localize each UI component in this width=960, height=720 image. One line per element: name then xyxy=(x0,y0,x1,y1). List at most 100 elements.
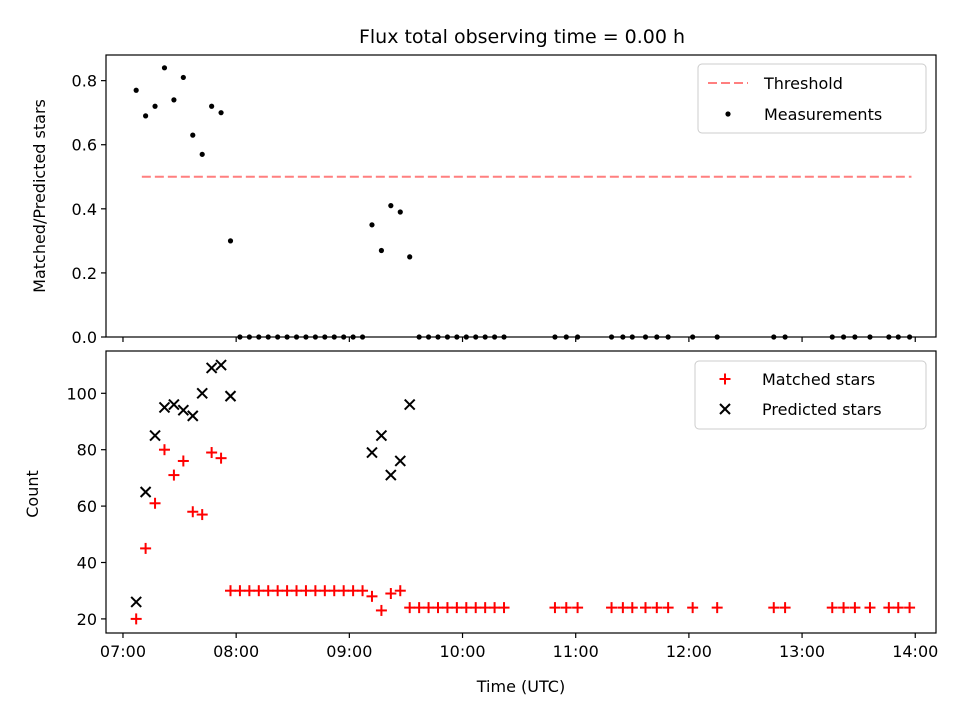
matched-star-point xyxy=(904,602,916,614)
y-tick-label: 0.6 xyxy=(72,136,97,155)
measurement-point xyxy=(152,103,158,109)
matched-star-point xyxy=(177,455,189,467)
matched-star-point xyxy=(838,602,850,614)
bottom-legend-box xyxy=(694,360,927,430)
predicted-star-point xyxy=(177,404,190,416)
predicted-star-point xyxy=(215,359,227,371)
y-tick-label: 100 xyxy=(66,384,97,403)
bottom-y-ticks: 20 40 60 80 100 xyxy=(66,384,106,629)
bottom-panel: 20 40 60 80 100 07:00 08:00 09:00 10:00 11:00 12:… xyxy=(23,350,938,696)
predicted-star-point xyxy=(149,429,161,442)
predicted-star-point xyxy=(224,390,237,402)
legend-predicted-label: Predicted stars xyxy=(762,400,882,419)
matched-star-point xyxy=(347,585,359,597)
matched-star-point xyxy=(272,585,284,597)
matched-star-point xyxy=(375,604,387,616)
matched-star-point xyxy=(243,585,255,597)
matched-star-point xyxy=(300,585,312,597)
matched-star-point xyxy=(651,602,663,614)
matched-star-point xyxy=(357,585,369,597)
predicted-star-point xyxy=(139,486,152,498)
top-axes-frame xyxy=(105,54,937,338)
matched-star-point xyxy=(687,602,699,614)
matched-star-point xyxy=(140,542,152,554)
matched-star-point xyxy=(253,585,265,597)
measurement-point xyxy=(180,74,186,81)
top-legend: Threshold Measurements xyxy=(697,63,927,134)
matched-star-point xyxy=(234,585,246,597)
x-tick-label: 08:00 xyxy=(213,642,259,661)
matched-star-point xyxy=(338,585,350,597)
matched-star-point xyxy=(130,613,142,625)
predicted-star-point xyxy=(385,469,397,481)
matched-star-point xyxy=(617,602,629,614)
measurement-point xyxy=(199,151,205,157)
matched-star-point xyxy=(215,452,227,464)
predicted-star-point xyxy=(196,387,208,400)
legend-x-marker xyxy=(719,403,731,415)
matched-star-point xyxy=(262,585,274,597)
x-tick-label: 12:00 xyxy=(666,642,712,661)
matched-star-point xyxy=(892,602,904,614)
x-tick-label: 11:00 xyxy=(553,642,599,661)
bottom-axes-frame xyxy=(105,350,937,634)
predicted-star-point xyxy=(394,455,406,467)
y-tick-label: 40 xyxy=(77,554,97,573)
measurement-point xyxy=(388,203,394,209)
predicted-star-point xyxy=(375,429,388,442)
matched-star-point xyxy=(460,602,472,614)
measurement-point xyxy=(143,113,149,119)
matched-star-point xyxy=(149,497,161,509)
measurement-point xyxy=(209,103,215,109)
matched-star-point xyxy=(319,585,331,597)
predicted-star-point xyxy=(205,362,218,374)
matched-star-point xyxy=(640,602,651,614)
matched-star-point xyxy=(549,602,561,614)
matched-star-point xyxy=(849,602,861,614)
legend-threshold-label: Threshold xyxy=(763,74,843,93)
legend-predicted-swatch xyxy=(719,403,731,415)
predicted-star-point xyxy=(130,596,142,608)
bottom-x-ticks: 07:00 08:00 09:00 10:00 11:00 12:00 13:00 14:00 xyxy=(100,633,938,661)
matched-star-point xyxy=(662,602,674,614)
bottom-legend: Matched stars Predicted stars xyxy=(694,360,927,430)
top-y-axis-label: Matched/Predicted stars xyxy=(30,99,49,293)
matched-star-point xyxy=(196,509,208,521)
y-tick-label: 0.8 xyxy=(72,72,97,91)
matched-star-point xyxy=(441,602,453,614)
matched-star-point xyxy=(291,585,303,597)
matched-star-point xyxy=(366,590,378,602)
matched-star-point xyxy=(309,585,321,597)
measurement-point xyxy=(407,254,413,260)
matched-star-point xyxy=(711,602,723,614)
matched-star-point xyxy=(168,469,180,481)
matched-star-point xyxy=(779,602,791,614)
measurement-point xyxy=(161,65,168,71)
top-panel: 0.00.20.40.60.8 Matched/Predicted stars … xyxy=(30,54,937,347)
matched-star-point xyxy=(206,447,218,459)
matched-star-point xyxy=(328,585,340,597)
matched-star-point xyxy=(489,602,501,614)
matched-star-point xyxy=(883,602,895,614)
matched-star-point xyxy=(404,602,416,614)
matched-star-point xyxy=(385,588,397,600)
x-axis-label: Time (UTC) xyxy=(476,677,565,696)
matched-star-point xyxy=(560,602,572,614)
measurement-point xyxy=(397,209,403,215)
predicted-star-point xyxy=(366,446,378,459)
predicted-stars-series xyxy=(130,359,416,608)
matched-star-point xyxy=(768,602,780,614)
measurement-point xyxy=(378,247,385,254)
matched-star-point xyxy=(281,585,293,597)
predicted-star-point xyxy=(403,398,416,411)
matched-star-point xyxy=(451,602,463,614)
measurement-point xyxy=(369,222,375,228)
y-tick-label: 0.2 xyxy=(72,264,97,283)
matched-star-point xyxy=(498,602,510,614)
y-tick-label: 20 xyxy=(77,610,97,629)
matched-star-point xyxy=(626,602,638,614)
y-tick-label: 60 xyxy=(77,497,97,516)
top-x-ticks xyxy=(122,337,916,342)
top-y-ticks: 0.0 0.2 0.4 0.6 0.8 xyxy=(72,72,106,347)
